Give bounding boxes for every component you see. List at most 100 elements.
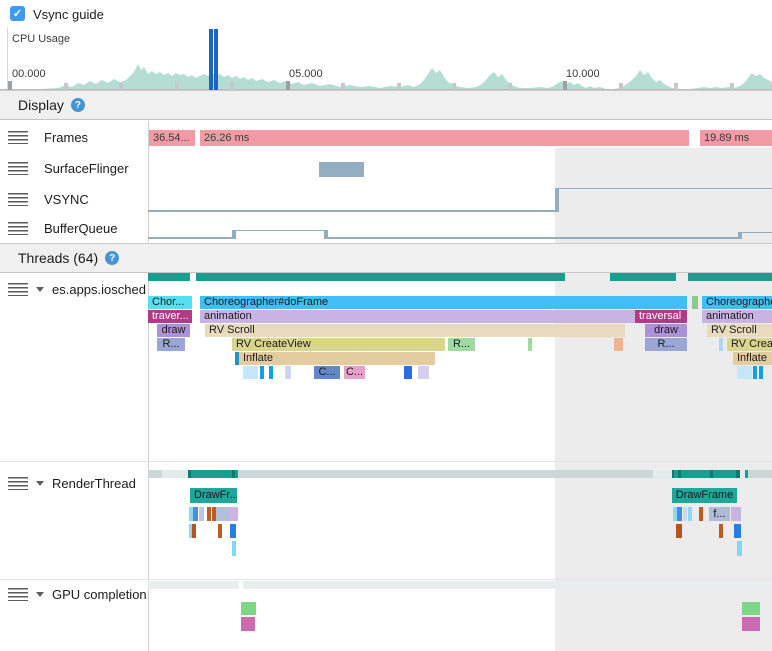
trace-slice[interactable]: Choreographer#doFrame bbox=[702, 296, 772, 309]
trace-slice[interactable] bbox=[759, 366, 763, 379]
trace-slice[interactable] bbox=[719, 338, 723, 351]
trace-slice[interactable]: DrawFr... bbox=[190, 488, 237, 503]
trace-slice[interactable] bbox=[192, 524, 196, 538]
trace-slice[interactable] bbox=[404, 366, 412, 379]
thread-state-bar[interactable] bbox=[232, 470, 236, 478]
trace-slice[interactable]: R... bbox=[448, 338, 475, 351]
trace-slice[interactable]: draw bbox=[645, 324, 687, 337]
trace-slice[interactable]: animation bbox=[200, 310, 635, 323]
trace-slice[interactable] bbox=[285, 366, 291, 379]
thread-state-bar[interactable] bbox=[196, 272, 565, 281]
thread-state-bar[interactable] bbox=[191, 470, 232, 478]
trace-slice[interactable] bbox=[232, 541, 236, 556]
drag-handle-iosched[interactable] bbox=[8, 283, 28, 296]
thread-state-bar[interactable] bbox=[674, 470, 678, 478]
trace-slice[interactable]: R... bbox=[645, 338, 687, 351]
trace-slice[interactable] bbox=[229, 507, 238, 521]
drag-handle-renderthread[interactable] bbox=[8, 477, 28, 490]
trace-slice[interactable] bbox=[218, 524, 222, 538]
drag-handle-frames[interactable] bbox=[8, 131, 28, 144]
trace-slice[interactable]: f... bbox=[709, 507, 730, 521]
trace-slice[interactable] bbox=[742, 617, 760, 631]
collapse-chevron-icon[interactable] bbox=[36, 287, 44, 292]
trace-slice[interactable] bbox=[418, 366, 429, 379]
frame-bar[interactable]: 36.54... bbox=[149, 130, 195, 146]
trace-slice[interactable]: Inflate bbox=[733, 352, 772, 365]
thread-state-bar[interactable] bbox=[681, 470, 710, 478]
drag-handle-vsync[interactable] bbox=[8, 193, 28, 206]
trace-slice[interactable]: draw bbox=[157, 324, 190, 337]
help-icon[interactable]: ? bbox=[105, 251, 120, 265]
thread-state-bar[interactable] bbox=[610, 272, 676, 281]
trace-slice[interactable]: C... bbox=[314, 366, 340, 379]
thread-state-bar[interactable] bbox=[148, 272, 190, 281]
trace-slice[interactable] bbox=[207, 507, 211, 521]
trace-slice[interactable] bbox=[241, 602, 256, 615]
trace-slice[interactable]: RV Scroll bbox=[707, 324, 772, 337]
vsync-guide-checkbox[interactable]: ✓ bbox=[10, 6, 25, 21]
thread-state-bar[interactable] bbox=[243, 581, 757, 589]
row-label-surfaceflinger[interactable]: SurfaceFlinger bbox=[44, 161, 129, 176]
trace-slice[interactable] bbox=[189, 507, 193, 521]
trace-slice[interactable] bbox=[677, 507, 682, 521]
trace-slice[interactable] bbox=[212, 507, 216, 521]
collapse-chevron-icon[interactable] bbox=[36, 481, 44, 486]
trace-slice[interactable] bbox=[193, 507, 198, 521]
thread-label-gpu-completion[interactable]: GPU completion bbox=[52, 587, 147, 602]
trace-slice[interactable]: C... bbox=[344, 366, 365, 379]
trace-slice[interactable] bbox=[731, 507, 741, 521]
trace-slice[interactable] bbox=[230, 524, 236, 538]
trace-slice[interactable]: R... bbox=[157, 338, 185, 351]
trace-slice[interactable] bbox=[673, 507, 677, 521]
surfaceflinger-bar[interactable] bbox=[319, 162, 364, 177]
trace-slice[interactable] bbox=[742, 602, 760, 615]
row-label-bufferqueue[interactable]: BufferQueue bbox=[44, 221, 118, 236]
thread-state-bar[interactable] bbox=[148, 581, 239, 589]
trace-slice[interactable] bbox=[216, 507, 229, 521]
thread-state-bar[interactable] bbox=[740, 470, 745, 478]
thread-state-bar[interactable] bbox=[148, 470, 162, 478]
row-label-vsync[interactable]: VSYNC bbox=[44, 192, 89, 207]
trace-slice[interactable] bbox=[699, 507, 703, 521]
thread-state-bar[interactable] bbox=[736, 470, 740, 478]
thread-state-bar[interactable] bbox=[745, 470, 749, 478]
thread-label-renderthread[interactable]: RenderThread bbox=[52, 476, 136, 491]
trace-slice[interactable] bbox=[737, 541, 742, 556]
trace-slice[interactable]: DrawFrame bbox=[672, 488, 737, 503]
thread-state-bar[interactable] bbox=[188, 470, 192, 478]
thread-state-bar[interactable] bbox=[238, 470, 653, 478]
thread-state-bar[interactable] bbox=[653, 470, 672, 478]
display-section-header[interactable]: Display ? bbox=[0, 90, 772, 120]
trace-slice[interactable]: animation bbox=[702, 310, 772, 323]
trace-slice[interactable] bbox=[683, 507, 687, 521]
row-label-frames[interactable]: Frames bbox=[44, 130, 89, 145]
trace-slice[interactable]: traversal bbox=[635, 310, 687, 323]
trace-slice[interactable]: Chor... bbox=[148, 296, 192, 309]
trace-slice[interactable]: Choreographer#doFrame bbox=[200, 296, 687, 309]
trace-slice[interactable] bbox=[692, 296, 698, 309]
thread-state-bar[interactable] bbox=[761, 581, 772, 589]
trace-slice[interactable] bbox=[737, 366, 752, 379]
threads-section-header[interactable]: Threads (64) ? bbox=[0, 243, 772, 273]
trace-slice[interactable] bbox=[260, 366, 264, 379]
trace-slice[interactable] bbox=[676, 524, 682, 538]
thread-state-bar[interactable] bbox=[162, 470, 188, 478]
trace-slice[interactable]: traver... bbox=[148, 310, 192, 323]
frame-bar[interactable]: 26.26 ms bbox=[200, 130, 689, 146]
trace-slice[interactable]: Inflate bbox=[239, 352, 435, 365]
trace-slice[interactable] bbox=[243, 366, 258, 379]
thread-state-bar[interactable] bbox=[710, 470, 714, 478]
trace-slice[interactable]: RV Scroll bbox=[205, 324, 625, 337]
trace-slice[interactable] bbox=[199, 507, 204, 521]
thread-state-bar[interactable] bbox=[235, 470, 239, 478]
collapse-chevron-icon[interactable] bbox=[36, 592, 44, 597]
trace-slice[interactable] bbox=[719, 524, 723, 538]
trace-slice[interactable] bbox=[528, 338, 532, 351]
drag-handle-gpu-completion[interactable] bbox=[8, 588, 28, 601]
trace-slice[interactable] bbox=[753, 366, 757, 379]
trace-slice[interactable]: RV CreateView bbox=[727, 338, 772, 351]
drag-handle-bufferqueue[interactable] bbox=[8, 222, 28, 235]
thread-label-iosched[interactable]: es.apps.iosched bbox=[52, 282, 146, 297]
thread-state-bar[interactable] bbox=[748, 470, 772, 478]
trace-slice[interactable] bbox=[614, 338, 623, 351]
